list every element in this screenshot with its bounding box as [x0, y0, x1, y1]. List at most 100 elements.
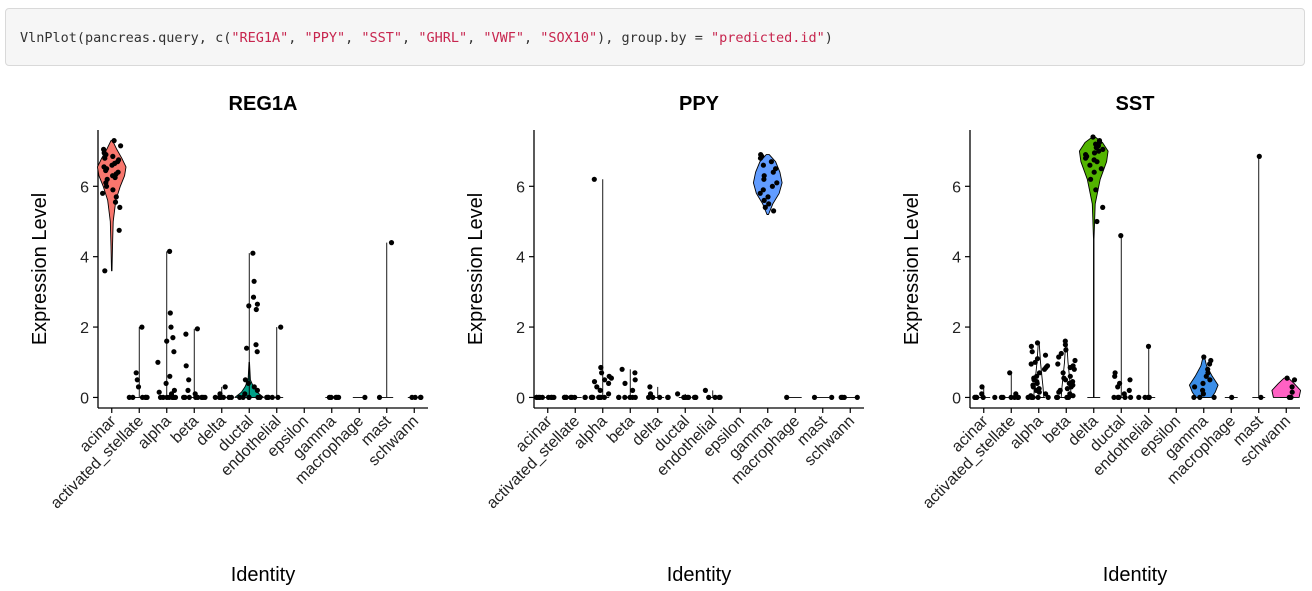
- data-point: [376, 394, 383, 400]
- data-point: [686, 394, 692, 400]
- data-point: [116, 227, 122, 233]
- data-point: [250, 250, 256, 256]
- data-point: [762, 204, 768, 210]
- data-point: [1116, 394, 1122, 400]
- code-token: ), group.by =: [597, 30, 711, 46]
- data-point: [170, 335, 176, 341]
- data-point: [1055, 361, 1061, 367]
- data-point: [1036, 389, 1042, 395]
- data-point: [155, 359, 161, 365]
- data-point: [388, 240, 395, 246]
- data-point: [675, 391, 681, 397]
- data-point: [113, 194, 119, 200]
- data-point: [1145, 343, 1152, 349]
- data-point: [244, 345, 250, 351]
- code-token: ,: [402, 30, 419, 46]
- data-point: [171, 387, 177, 393]
- data-point: [1064, 386, 1070, 392]
- violin-schwann: [407, 394, 424, 400]
- code-token: VlnPlot(pancreas.query, c(: [20, 30, 232, 46]
- data-point: [1127, 377, 1133, 383]
- data-point: [761, 197, 767, 203]
- data-point: [602, 377, 608, 383]
- data-point: [998, 394, 1004, 400]
- y-axis-label: Expression Level: [465, 193, 487, 345]
- data-point: [594, 384, 600, 390]
- data-point: [1072, 357, 1078, 364]
- code-token: ,: [288, 30, 305, 46]
- data-point: [979, 384, 985, 390]
- code-token: ,: [524, 30, 541, 46]
- code-token: ,: [345, 30, 362, 46]
- data-point: [1062, 342, 1068, 348]
- data-point: [622, 394, 628, 400]
- data-point: [182, 394, 188, 400]
- data-point: [1229, 394, 1235, 400]
- data-point: [103, 167, 109, 174]
- data-point: [222, 384, 228, 390]
- data-point: [760, 187, 766, 193]
- data-point: [760, 162, 766, 168]
- data-point: [269, 394, 275, 400]
- data-point: [1032, 359, 1038, 365]
- x-axis-label: Identity: [1103, 564, 1167, 586]
- data-point: [1030, 394, 1036, 400]
- data-point: [757, 190, 763, 196]
- y-tick-label: 0: [80, 390, 89, 407]
- data-point: [829, 394, 835, 400]
- data-point: [110, 187, 116, 193]
- data-point: [1067, 364, 1073, 371]
- data-point: [275, 394, 281, 400]
- violin-endothelial: [264, 324, 284, 400]
- data-point: [770, 169, 776, 175]
- data-point: [135, 384, 142, 390]
- data-point: [1207, 361, 1213, 367]
- code-token: ): [824, 30, 833, 46]
- data-point: [1112, 373, 1118, 379]
- y-axis-label: Expression Level: [29, 193, 51, 345]
- violin-beta: [616, 366, 638, 400]
- violin-mast: [376, 240, 395, 400]
- data-point: [1126, 387, 1132, 393]
- data-point: [254, 349, 260, 355]
- data-point: [164, 338, 170, 344]
- violin-acinar: [534, 394, 557, 400]
- data-point: [622, 380, 628, 386]
- violin-ductal: [234, 250, 265, 400]
- data-point: [112, 174, 118, 181]
- data-point: [118, 143, 124, 149]
- data-point: [1200, 380, 1206, 386]
- data-point: [1036, 370, 1043, 376]
- data-point: [1256, 153, 1262, 159]
- data-point: [1122, 394, 1128, 400]
- y-tick-label: 2: [952, 320, 961, 337]
- data-point: [1028, 343, 1034, 349]
- code-string-literal: "GHRL": [418, 30, 468, 46]
- data-point: [100, 190, 106, 196]
- data-point: [1030, 384, 1036, 390]
- data-point: [199, 394, 205, 400]
- data-point: [167, 373, 173, 379]
- data-point: [1201, 354, 1207, 360]
- violin-beta: [181, 326, 208, 400]
- data-point: [133, 370, 139, 376]
- data-point: [326, 394, 332, 400]
- data-point: [598, 364, 604, 371]
- data-point: [545, 394, 552, 400]
- data-point: [111, 138, 117, 144]
- y-tick-label: 0: [516, 390, 525, 407]
- data-point: [1207, 377, 1213, 383]
- data-point: [1063, 347, 1069, 353]
- data-point: [606, 380, 612, 386]
- data-point: [253, 342, 259, 348]
- data-point: [619, 366, 625, 372]
- data-point: [597, 387, 603, 393]
- data-point: [1096, 148, 1102, 154]
- data-point: [278, 324, 284, 330]
- data-point: [1042, 352, 1049, 358]
- data-point: [1200, 391, 1206, 397]
- violin-gamma: [1188, 354, 1219, 400]
- data-point: [1041, 366, 1048, 372]
- data-point: [242, 377, 248, 383]
